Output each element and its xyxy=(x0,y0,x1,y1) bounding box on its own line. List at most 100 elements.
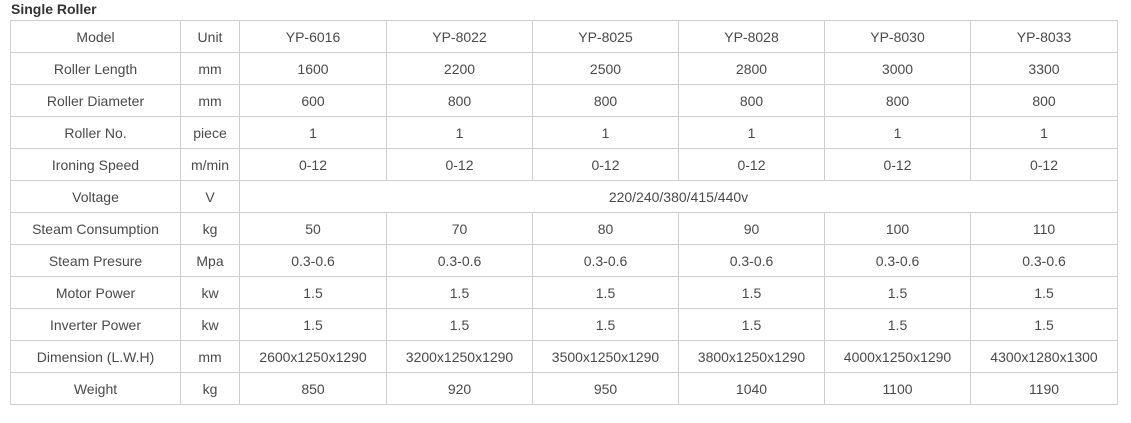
row-label-cell: Inverter Power xyxy=(10,308,181,341)
table-row: Ironing Speed m/min 0-12 0-12 0-12 0-12 0-12 0-… xyxy=(10,148,1118,181)
unit-cell: piece xyxy=(180,116,240,149)
table-row: Voltage V 220/240/380/415/440v xyxy=(10,180,1118,213)
value-cell: 110 xyxy=(970,212,1118,245)
value-cell: 800 xyxy=(678,84,825,117)
value-cell: 0-12 xyxy=(532,148,679,181)
value-cell: 1.5 xyxy=(239,308,387,341)
value-cell: 1 xyxy=(386,116,533,149)
value-cell: 1.5 xyxy=(824,276,971,309)
value-cell: 1.5 xyxy=(678,308,825,341)
value-cell: 3200x1250x1290 xyxy=(386,340,533,373)
value-cell: 2500 xyxy=(532,52,679,85)
table-row: Steam Consumption kg 50 70 80 90 100 110 xyxy=(10,212,1118,245)
table-row: Steam Presure Mpa 0.3-0.6 0.3-0.6 0.3-0.6 0.3… xyxy=(10,244,1118,277)
value-cell: 0.3-0.6 xyxy=(239,244,387,277)
value-cell: 0.3-0.6 xyxy=(824,244,971,277)
value-cell: 1.5 xyxy=(970,308,1118,341)
unit-cell: kw xyxy=(180,276,240,309)
unit-cell: kw xyxy=(180,308,240,341)
value-cell: 0-12 xyxy=(386,148,533,181)
value-cell: 3300 xyxy=(970,52,1118,85)
merged-value-cell: 220/240/380/415/440v xyxy=(239,180,1118,213)
value-cell: 0-12 xyxy=(678,148,825,181)
model-header-cell: YP-8028 xyxy=(678,20,825,53)
table-row: Roller No. piece 1 1 1 1 1 1 xyxy=(10,116,1118,149)
table-row: Roller Length mm 1600 2200 2500 2800 3000 3300 xyxy=(10,52,1118,85)
value-cell: 4300x1280x1300 xyxy=(970,340,1118,373)
value-cell: 1.5 xyxy=(970,276,1118,309)
row-label-cell: Roller No. xyxy=(10,116,181,149)
table-row: Dimension (L.W.H) mm 2600x1250x1290 3200x12… xyxy=(10,340,1118,373)
header-cell: Unit xyxy=(180,20,240,53)
section-title: Single Roller xyxy=(11,1,97,17)
value-cell: 1.5 xyxy=(532,276,679,309)
value-cell: 800 xyxy=(386,84,533,117)
value-cell: 4000x1250x1290 xyxy=(824,340,971,373)
row-label-cell: Motor Power xyxy=(10,276,181,309)
value-cell: 1.5 xyxy=(386,276,533,309)
table-row: Inverter Power kw 1.5 1.5 1.5 1.5 1.5 1.5 xyxy=(10,308,1118,341)
header-cell: Model xyxy=(10,20,181,53)
unit-cell: kg xyxy=(180,372,240,405)
unit-cell: V xyxy=(180,180,240,213)
value-cell: 80 xyxy=(532,212,679,245)
model-header-cell: YP-8033 xyxy=(970,20,1118,53)
value-cell: 600 xyxy=(239,84,387,117)
value-cell: 2600x1250x1290 xyxy=(239,340,387,373)
table-row: Roller Diameter mm 600 800 800 800 800 800 xyxy=(10,84,1118,117)
value-cell: 1 xyxy=(239,116,387,149)
row-label-cell: Steam Presure xyxy=(10,244,181,277)
value-cell: 1.5 xyxy=(532,308,679,341)
value-cell: 3000 xyxy=(824,52,971,85)
value-cell: 3800x1250x1290 xyxy=(678,340,825,373)
value-cell: 1.5 xyxy=(824,308,971,341)
value-cell: 90 xyxy=(678,212,825,245)
unit-cell: kg xyxy=(180,212,240,245)
row-label-cell: Steam Consumption xyxy=(10,212,181,245)
value-cell: 70 xyxy=(386,212,533,245)
value-cell: 0-12 xyxy=(824,148,971,181)
unit-cell: Mpa xyxy=(180,244,240,277)
value-cell: 800 xyxy=(824,84,971,117)
value-cell: 0.3-0.6 xyxy=(532,244,679,277)
value-cell: 0-12 xyxy=(970,148,1118,181)
row-label-cell: Weight xyxy=(10,372,181,405)
value-cell: 1.5 xyxy=(678,276,825,309)
value-cell: 3500x1250x1290 xyxy=(532,340,679,373)
unit-cell: mm xyxy=(180,52,240,85)
unit-cell: mm xyxy=(180,84,240,117)
value-cell: 800 xyxy=(532,84,679,117)
value-cell: 100 xyxy=(824,212,971,245)
value-cell: 950 xyxy=(532,372,679,405)
value-cell: 50 xyxy=(239,212,387,245)
value-cell: 1 xyxy=(678,116,825,149)
spec-table: Model Unit YP-6016 YP-8022 YP-8025 YP-8028 YP-… xyxy=(10,20,1118,405)
value-cell: 850 xyxy=(239,372,387,405)
model-header-cell: YP-8022 xyxy=(386,20,533,53)
value-cell: 1100 xyxy=(824,372,971,405)
row-label-cell: Voltage xyxy=(10,180,181,213)
row-label-cell: Dimension (L.W.H) xyxy=(10,340,181,373)
model-header-cell: YP-8025 xyxy=(532,20,679,53)
header-row: Model Unit YP-6016 YP-8022 YP-8025 YP-8028 YP-… xyxy=(10,20,1118,53)
value-cell: 0.3-0.6 xyxy=(970,244,1118,277)
value-cell: 800 xyxy=(970,84,1118,117)
row-label-cell: Ironing Speed xyxy=(10,148,181,181)
value-cell: 2800 xyxy=(678,52,825,85)
table-row: Motor Power kw 1.5 1.5 1.5 1.5 1.5 1.5 xyxy=(10,276,1118,309)
value-cell: 1040 xyxy=(678,372,825,405)
row-label-cell: Roller Diameter xyxy=(10,84,181,117)
value-cell: 1.5 xyxy=(239,276,387,309)
model-header-cell: YP-8030 xyxy=(824,20,971,53)
value-cell: 0-12 xyxy=(239,148,387,181)
value-cell: 2200 xyxy=(386,52,533,85)
value-cell: 1 xyxy=(824,116,971,149)
value-cell: 1190 xyxy=(970,372,1118,405)
unit-cell: mm xyxy=(180,340,240,373)
unit-cell: m/min xyxy=(180,148,240,181)
value-cell: 1 xyxy=(970,116,1118,149)
row-label-cell: Roller Length xyxy=(10,52,181,85)
value-cell: 1600 xyxy=(239,52,387,85)
table-row: Weight kg 850 920 950 1040 1100 1190 xyxy=(10,372,1118,405)
value-cell: 1.5 xyxy=(386,308,533,341)
